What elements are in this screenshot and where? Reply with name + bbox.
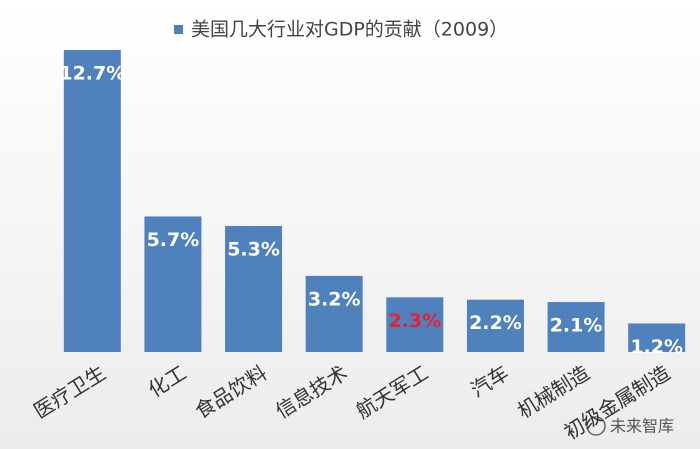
value-label: 5.7% [147, 229, 200, 251]
bar [386, 297, 444, 352]
bar [466, 299, 524, 352]
value-label: 2.1% [550, 315, 603, 337]
bar [628, 323, 686, 352]
value-label: 5.3% [227, 238, 280, 260]
watermark-icon [586, 416, 606, 436]
bar [305, 275, 363, 352]
watermark-text: 未来智库 [610, 417, 674, 436]
value-label: 2.2% [469, 312, 522, 334]
value-label: 12.7% [59, 63, 125, 85]
bar [547, 302, 605, 352]
bar [225, 225, 283, 352]
watermark: 未来智库 [586, 416, 674, 436]
legend-swatch [174, 25, 183, 34]
bar [63, 50, 121, 352]
value-label: 3.2% [308, 288, 361, 310]
bar [144, 216, 202, 352]
value-label: 2.3% [388, 310, 441, 332]
value-label: 1.2% [630, 336, 683, 358]
chart-title: 美国几大行业对GDP的贡献（2009） [191, 19, 508, 41]
